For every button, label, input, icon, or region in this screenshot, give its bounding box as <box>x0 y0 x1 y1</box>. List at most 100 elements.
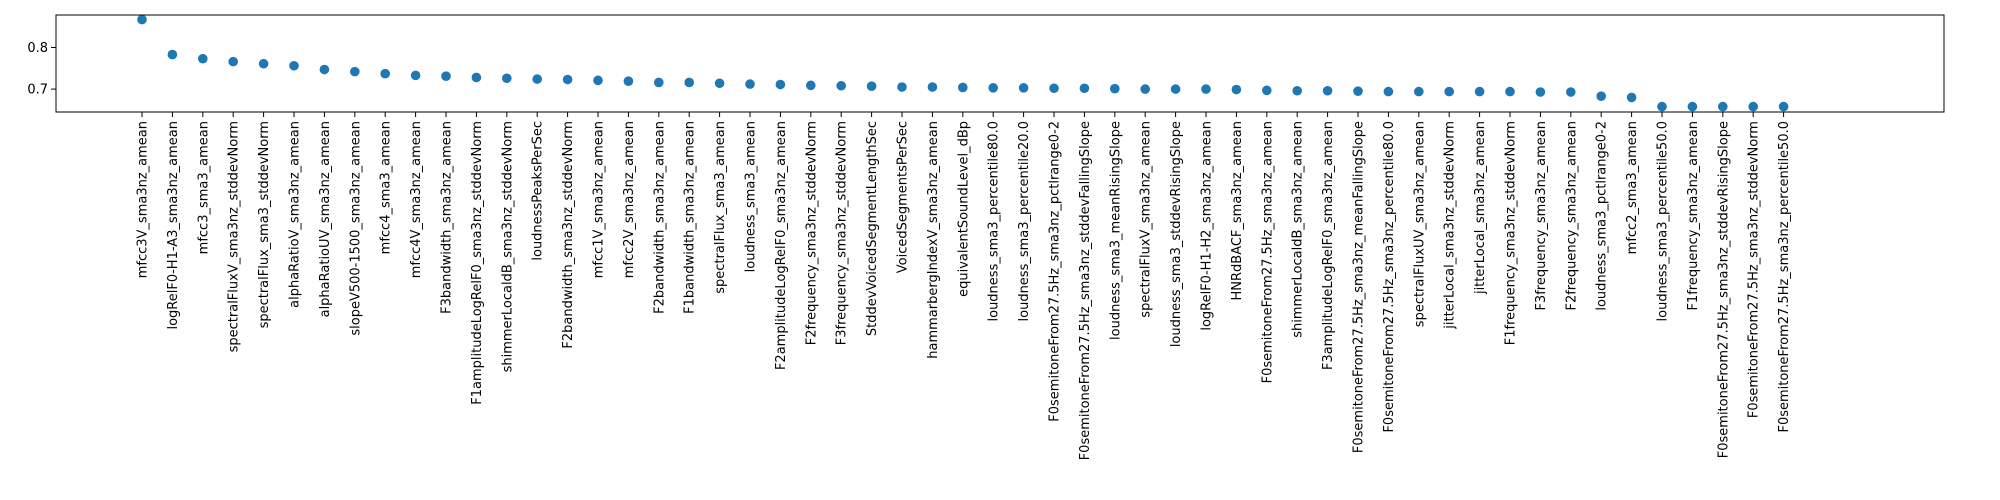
x-tick-label: loudness_sma3_pctlrange0-2 <box>1595 121 1610 311</box>
data-point <box>532 74 542 84</box>
x-tick-label: mfcc3V_sma3nz_amean <box>136 121 151 278</box>
x-tick-label: F0semitoneFrom27.5Hz_sma3nz_percentile50… <box>1777 121 1792 433</box>
x-tick-label: F1frequency_sma3nz_stddevNorm <box>1504 121 1519 345</box>
x-tick-label: mfcc2_sma3_amean <box>1625 121 1640 254</box>
x-tick-label: F0semitoneFrom27.5Hz_sma3nz_stddevRising… <box>1716 121 1731 458</box>
x-tick-label: F2bandwidth_sma3nz_amean <box>652 121 667 314</box>
data-point <box>137 14 147 25</box>
data-point <box>1566 87 1576 97</box>
data-point <box>958 82 968 93</box>
data-point <box>1231 84 1242 95</box>
data-point <box>836 80 846 91</box>
data-point <box>1657 101 1667 112</box>
x-tick-label: F2bandwidth_sma3nz_stddevNorm <box>561 121 576 349</box>
x-tick-label: F2frequency_sma3nz_amean <box>1564 121 1579 311</box>
x-tick-label: loudnessPeaksPerSec <box>531 121 546 261</box>
x-tick-label: F3frequency_sma3nz_stddevNorm <box>835 121 850 345</box>
data-point <box>745 79 755 89</box>
data-point <box>502 73 512 84</box>
x-tick-label: equivalentSoundLevel_dBp <box>956 121 971 297</box>
data-point <box>988 83 998 93</box>
x-tick-label: F0semitoneFrom27.5Hz_sma3nz_percentile80… <box>1382 121 1397 433</box>
data-point <box>684 77 694 88</box>
x-tick-label: F0semitoneFrom27.5Hz_sma3nz_amean <box>1260 121 1275 383</box>
data-point <box>228 56 238 67</box>
data-point <box>471 72 482 83</box>
x-tick-label: mfcc1V_sma3nz_amean <box>592 121 607 278</box>
x-tick-label: loudness_sma3_percentile50.0 <box>1656 121 1671 321</box>
data-point <box>1748 101 1758 112</box>
x-tick-label: F3bandwidth_sma3nz_amean <box>440 121 455 314</box>
data-point <box>1049 83 1059 94</box>
x-tick-label: spectralFlux_sma3_stddevNorm <box>257 121 272 328</box>
x-tick-label: F0semitoneFrom27.5Hz_sma3nz_meanFallingS… <box>1352 121 1367 453</box>
x-tick-label: F2amplitudeLogRelF0_sma3nz_amean <box>774 121 789 370</box>
data-point <box>1353 86 1363 96</box>
data-point <box>1535 87 1546 97</box>
x-tick-label: HNRdBACF_sma3nz_amean <box>1230 121 1245 301</box>
data-point <box>380 68 391 79</box>
x-tick-label: logRelF0-H1-A3_sma3nz_amean <box>166 121 181 330</box>
data-point <box>1201 84 1211 94</box>
data-point <box>654 77 664 88</box>
data-point <box>1778 101 1789 112</box>
x-tick-label: spectralFluxUV_sma3nz_amean <box>1412 121 1427 327</box>
data-point <box>1444 86 1454 97</box>
data-point <box>593 75 603 86</box>
x-tick-label: shimmerLocaldB_sma3nz_stddevNorm <box>500 121 515 372</box>
x-tick-label: mfcc4V_sma3nz_amean <box>409 121 424 278</box>
x-tick-label: spectralFlux_sma3_amean <box>713 121 728 294</box>
x-tick-label: shimmerLocaldB_sma3nz_amean <box>1291 121 1306 338</box>
data-point <box>714 78 725 89</box>
x-tick-label: spectralFluxV_sma3nz_stddevNorm <box>227 121 242 352</box>
data-point <box>1292 85 1302 96</box>
data-point <box>1079 83 1090 94</box>
data-point <box>1140 84 1150 94</box>
data-point <box>1322 85 1333 96</box>
x-tick-label: slopeV500-1500_sma3nz_amean <box>348 121 363 336</box>
x-tick-label: mfcc4_sma3_amean <box>379 121 394 254</box>
data-point <box>1505 86 1515 97</box>
data-point <box>1718 101 1728 112</box>
data-point <box>1474 86 1485 97</box>
x-tick-label: F2frequency_sma3nz_stddevNorm <box>804 121 819 345</box>
y-axis: 0.7 0.8 <box>27 41 56 98</box>
x-tick-label: mfcc3_sma3_amean <box>196 121 211 254</box>
x-tick-label: alphaRatioUV_sma3nz_amean <box>318 121 333 317</box>
x-tick-label: F1frequency_sma3nz_amean <box>1686 121 1701 311</box>
y-tick-label: 0.7 <box>27 83 48 98</box>
x-tick-label: jitterLocal_sma3nz_stddevNorm <box>1443 121 1458 330</box>
data-point <box>897 82 907 92</box>
data-point <box>927 82 938 92</box>
x-tick-label: loudness_sma3_meanRisingSlope <box>1108 121 1123 340</box>
data-point <box>258 58 269 69</box>
x-tick-label: F3amplitudeLogRelF0_sma3nz_amean <box>1321 121 1336 370</box>
plot-area-frame <box>55 14 1945 113</box>
x-tick-label: F0semitoneFrom27.5Hz_sma3nz_stddevNorm <box>1747 121 1762 418</box>
data-point <box>1687 101 1698 112</box>
x-tick-label: VoicedSegmentsPerSec <box>896 121 911 273</box>
data-point <box>350 66 360 77</box>
x-tick-label: loudness_sma3_percentile20.0 <box>1017 121 1032 321</box>
data-point <box>1018 83 1029 93</box>
y-tick-label: 0.8 <box>27 41 48 56</box>
data-point <box>1626 92 1637 103</box>
data-point <box>410 70 421 81</box>
x-tick-label: F0semitoneFrom27.5Hz_sma3nz_stddevFallin… <box>1078 121 1093 460</box>
data-point <box>319 64 330 75</box>
x-tick-label: alphaRatioV_sma3nz_amean <box>288 121 303 308</box>
data-point <box>1262 85 1272 96</box>
x-tick-label: F0semitoneFrom27.5Hz_sma3nz_pctlrange0-2 <box>1048 121 1063 422</box>
x-tick-label: loudness_sma3_amean <box>744 121 759 272</box>
data-point <box>167 49 178 60</box>
x-tick-label: hammarbergIndexV_sma3nz_amean <box>926 121 941 359</box>
x-tick-label: F3frequency_sma3nz_amean <box>1534 121 1549 311</box>
x-tick-label: mfcc2V_sma3nz_amean <box>622 121 637 278</box>
data-point <box>562 74 573 85</box>
x-axis: mfcc3V_sma3nz_amean logRelF0-H1-A3_sma3nz… <box>136 112 1792 460</box>
data-point <box>1414 86 1424 97</box>
data-point <box>198 53 208 64</box>
data-point <box>1170 84 1181 94</box>
x-tick-label: jitterLocal_sma3nz_amean <box>1473 121 1488 295</box>
